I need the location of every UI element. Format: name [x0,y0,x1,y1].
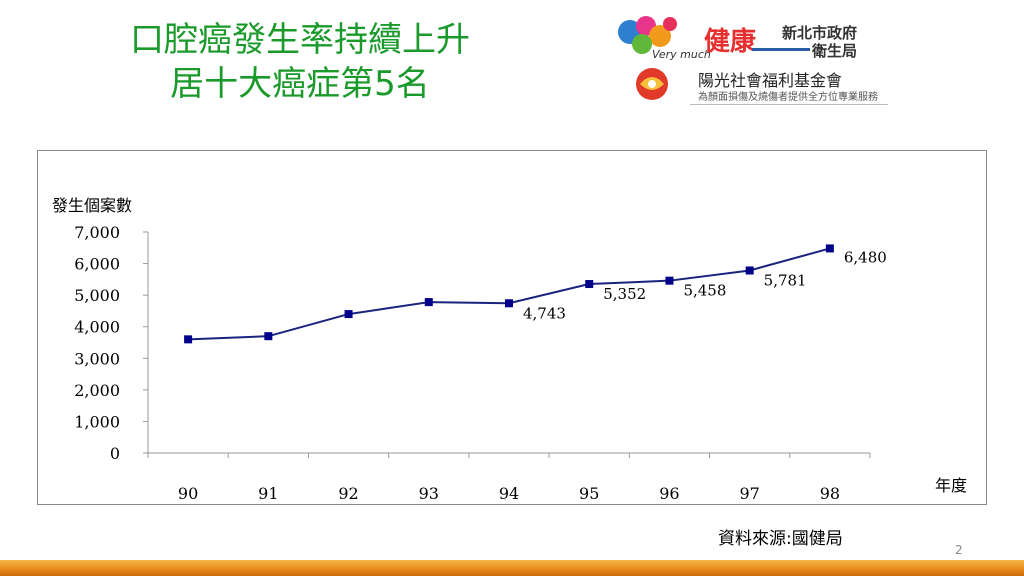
data-labels: 4,743 5,352 5,458 5,781 6,480 [523,248,887,322]
logo-divider [690,104,888,105]
data-source: 資料來源:國健局 [718,529,843,549]
y-tick-label: 2,000 [74,381,120,400]
data-label: 5,458 [683,282,726,300]
chart-frame: 發生個案數 年度 0 1,000 2,000 3,000 4,000 5,000 6,000… [37,150,987,505]
x-tick-label: 91 [258,484,278,503]
logo-org-line-1: 新北市政府 [782,24,857,42]
title-line-2: 居十大癌症第5名 [170,64,430,104]
foundation-logo: 陽光社會福利基金會 為顏面損傷及燒傷者提供全方位專業服務 [636,68,878,103]
x-tick-label: 92 [338,484,358,503]
y-tick-labels: 0 1,000 2,000 3,000 4,000 5,000 6,000 7,000 [74,223,120,463]
data-point-marker [424,298,433,307]
series-polyline [188,247,831,341]
series-markers [184,244,834,344]
line-chart: 發生個案數 年度 0 1,000 2,000 3,000 4,000 5,000 6,000… [52,196,967,503]
data-point-marker [184,335,193,344]
x-tick-label: 97 [739,484,759,503]
logo-brand-text: 健康 [704,26,757,57]
x-tick-label: 96 [659,484,679,503]
data-label: 4,743 [523,304,566,322]
data-label: 5,781 [764,271,807,289]
data-point-marker [344,310,353,319]
y-axis-label: 發生個案數 [52,196,132,215]
y-tick-label: 7,000 [74,223,120,242]
foundation-subtitle: 為顏面損傷及燒傷者提供全方位專業服務 [698,90,878,103]
foundation-name: 陽光社會福利基金會 [698,71,842,90]
data-label: 5,352 [603,285,646,303]
y-tick-label: 0 [110,444,120,463]
x-tick-label: 90 [178,484,198,503]
logo-tagline: Very much [652,48,711,61]
data-label: 6,480 [844,248,887,266]
x-tick-label: 94 [499,484,519,503]
y-tick-label: 4,000 [74,318,120,337]
y-tick-label: 6,000 [74,255,120,274]
x-axis-label: 年度 [935,476,967,495]
slide-title: 口腔癌發生率持續上升 居十大癌症第5名 [40,18,560,106]
data-point-marker [745,266,754,275]
logo-org-line-2: 衛生局 [811,42,857,60]
series-line [188,247,831,341]
chart-axes [143,231,871,458]
y-tick-label: 1,000 [74,412,120,431]
x-tick-label: 95 [579,484,599,503]
data-point-marker [585,280,594,289]
y-tick-label: 3,000 [74,349,120,368]
page-number: 2 [955,543,963,557]
y-tick-label: 5,000 [74,286,120,305]
title-line-1: 口腔癌發生率持續上升 [130,20,470,60]
data-point-marker [825,244,834,253]
data-point-marker [264,332,273,341]
x-tick-label: 98 [820,484,840,503]
x-tick-labels: 90 91 92 93 94 95 96 97 98 [178,484,840,503]
data-point-marker [505,299,513,308]
health-bureau-logo: Very much 健康 新北市政府 衛生局 [618,16,857,61]
x-tick-label: 93 [419,484,439,503]
data-point-marker [665,276,674,285]
bottom-decor-bar [0,560,1024,576]
